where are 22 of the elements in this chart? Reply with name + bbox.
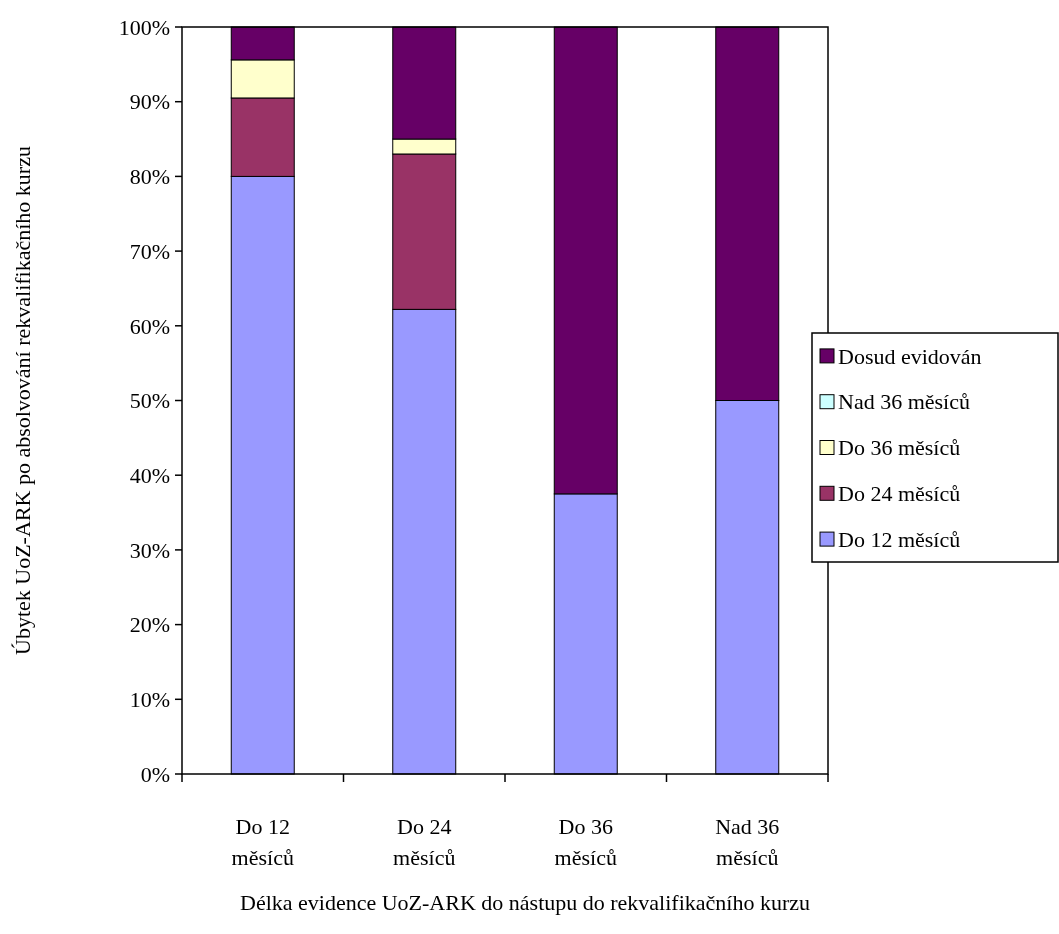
y-tick-label: 100%: [118, 14, 170, 40]
legend-label: Nad 36 měsíců: [838, 389, 970, 415]
y-tick-label: 50%: [129, 388, 170, 414]
x-axis-title: Délka evidence UoZ-ARK do nástupu do rekvalifikačního kurzu: [240, 890, 810, 915]
legend-label: Dosud evidován: [838, 343, 982, 369]
x-tick-label: Do 36 měsíců: [554, 814, 617, 870]
y-tick-label: 30%: [129, 537, 170, 563]
x-tick-label: Do 12 měsíců: [231, 814, 294, 870]
y-tick-label: 0%: [140, 761, 170, 787]
y-tick-label: 40%: [129, 462, 170, 488]
y-tick-label: 60%: [129, 313, 170, 339]
x-tick-label: Do 24 měsíců: [393, 814, 456, 870]
legend-label: Do 12 měsíců: [838, 526, 961, 552]
x-tick-label: Nad 36 měsíců: [715, 814, 780, 870]
y-tick-label: 90%: [129, 89, 170, 115]
legend-label: Do 24 měsíců: [838, 481, 961, 506]
y-tick-label: 70%: [129, 238, 170, 264]
legend-label: Do 36 měsíců: [838, 435, 961, 461]
y-axis-title: Úbytek UoZ-ARK po absolvování rekvalifikačního kurzu: [10, 146, 35, 655]
y-tick-label: 10%: [129, 687, 170, 712]
y-tick-label: 20%: [129, 612, 170, 638]
y-tick-label: 80%: [129, 164, 170, 190]
